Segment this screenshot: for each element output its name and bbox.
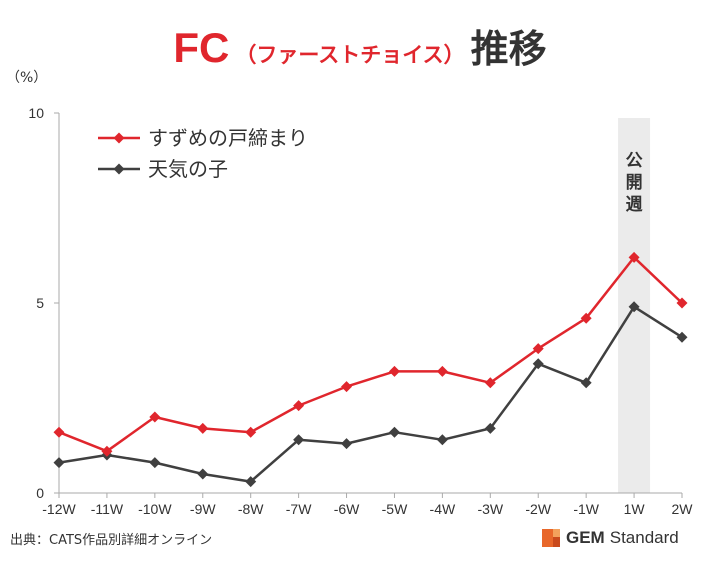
data-point-suzume [532, 343, 544, 355]
data-point-tenki [532, 358, 544, 370]
series-line-tenki [58, 305, 683, 483]
data-point-tenki [580, 377, 592, 389]
data-point-suzume [293, 400, 305, 412]
x-tick-label: -7W [286, 501, 312, 517]
x-tick-label: -1W [573, 501, 599, 517]
x-tick-label: -11W [91, 501, 124, 517]
data-point-tenki [436, 434, 448, 446]
legend-marker [113, 132, 125, 144]
x-tick-label: 1W [624, 501, 646, 517]
release-week-label-char: 公 [626, 151, 643, 171]
gem-logo-icon [542, 529, 560, 547]
y-tick-label: 10 [28, 105, 44, 121]
y-axis-label: （%） [6, 70, 47, 86]
data-point-tenki [197, 468, 209, 480]
data-point-tenki [676, 331, 688, 343]
data-point-tenki [388, 426, 400, 438]
x-tick-label: -6W [334, 501, 360, 517]
data-point-suzume [484, 377, 496, 389]
data-point-suzume [436, 365, 448, 377]
data-point-tenki [484, 422, 496, 434]
brand-gem: GEM [566, 528, 605, 547]
data-point-tenki [293, 434, 305, 446]
brand-standard: Standard [609, 528, 679, 547]
data-point-tenki [53, 457, 65, 469]
legend-label: 天気の子 [148, 157, 228, 181]
x-tick-label: 2W [672, 501, 694, 517]
data-point-suzume [676, 297, 688, 309]
data-point-suzume [197, 422, 209, 434]
data-point-suzume [341, 381, 353, 393]
source-note: 出典：CATS作品別詳細オンライン [10, 533, 213, 548]
data-point-suzume [149, 411, 161, 423]
x-tick-label: -8W [238, 501, 264, 517]
data-point-suzume [628, 251, 640, 263]
legend-marker [113, 163, 125, 175]
data-point-tenki [149, 457, 161, 469]
data-point-tenki [245, 476, 257, 488]
data-point-suzume [101, 445, 113, 457]
brand-logo: GEM Standard [542, 527, 679, 549]
x-tick-label: -10W [138, 501, 172, 517]
x-tick-label: -4W [430, 501, 456, 517]
x-tick-label: -9W [190, 501, 216, 517]
chart-title: FC （ファーストチョイス） 推移 [0, 18, 720, 73]
data-point-suzume [388, 365, 400, 377]
data-point-suzume [53, 426, 65, 438]
series-line-suzume [58, 256, 683, 453]
x-tick-label: -3W [477, 501, 503, 517]
title-main: 推移 [470, 27, 547, 71]
x-tick-label: -5W [382, 501, 408, 517]
title-paren: （ファーストチョイス） [235, 43, 465, 67]
x-tick-label: -2W [525, 501, 551, 517]
x-tick-label: -12W [42, 501, 76, 517]
title-fc: FC [173, 24, 230, 71]
release-week-label-char: 開 [626, 173, 643, 193]
release-week-label-char: 週 [626, 195, 643, 215]
data-point-tenki [341, 438, 353, 450]
data-point-suzume [245, 426, 257, 438]
legend-label: すずめの戸締まり [148, 126, 308, 150]
y-tick-label: 0 [36, 485, 44, 501]
y-tick-label: 5 [36, 295, 44, 311]
data-point-suzume [580, 312, 592, 324]
data-point-tenki [628, 301, 640, 313]
